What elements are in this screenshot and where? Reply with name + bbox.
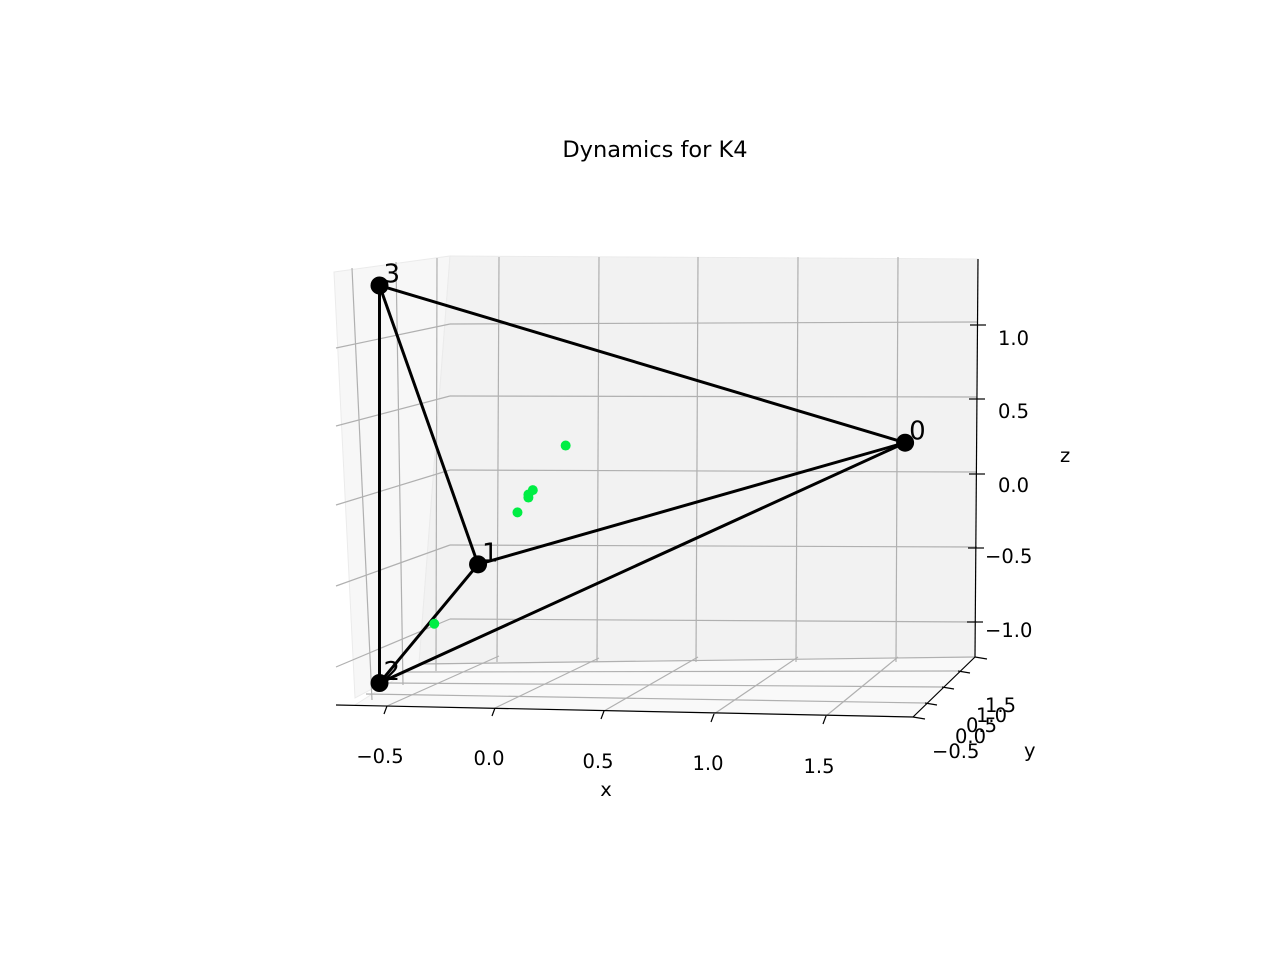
z-gridline xyxy=(449,395,978,398)
gridlines xyxy=(335,256,978,717)
y-tick-label: 0.0 xyxy=(955,725,986,748)
y-tick-label: −0.5 xyxy=(932,740,979,763)
x-gridline-floor xyxy=(386,655,500,707)
y-tick xyxy=(941,686,955,690)
z-gridline xyxy=(449,321,978,325)
z-tick-labels: 1.0 0.5 0.0 −0.5 −1.0 xyxy=(985,327,1032,642)
vertex-label-2: 2 xyxy=(384,657,401,687)
x-tick xyxy=(822,715,827,725)
x-tick-label: 1.5 xyxy=(803,755,834,778)
edge-0-1 xyxy=(477,441,906,566)
y-tick-label: 0.5 xyxy=(966,714,997,737)
y-gridline-floor xyxy=(365,693,926,704)
z-gridline xyxy=(449,544,978,548)
edge-0-2 xyxy=(378,441,906,685)
dynamics-point xyxy=(429,618,440,629)
back-pane xyxy=(418,255,979,665)
x-gridline xyxy=(496,256,500,663)
x-axis-line xyxy=(335,704,914,718)
vertex-label-0: 0 xyxy=(909,417,926,447)
vertex-2 xyxy=(370,674,389,692)
y-axis-label: y xyxy=(1024,739,1036,762)
graph-vertices: 0 1 2 3 xyxy=(370,260,926,692)
edge-1-3 xyxy=(378,285,480,565)
y-gridline-floor xyxy=(403,670,959,673)
z-gridline-left xyxy=(335,469,451,506)
z-axis-label: z xyxy=(1060,444,1070,467)
x-axis-label: x xyxy=(600,778,612,801)
x-tick xyxy=(383,705,388,715)
x-gridline-floor xyxy=(494,657,600,709)
x-gridline xyxy=(795,256,799,663)
x-tick-labels: −0.5 0.0 0.5 1.0 1.5 xyxy=(356,745,834,778)
z-gridline-left xyxy=(335,544,451,587)
z-gridline xyxy=(449,469,978,473)
y-gridline-floor xyxy=(385,682,943,688)
dynamics-point xyxy=(512,507,523,518)
vertex-label-1: 1 xyxy=(482,538,499,568)
x-tick xyxy=(710,713,715,723)
z-gridline xyxy=(449,618,978,623)
y-tick xyxy=(974,656,988,660)
vertex-3 xyxy=(370,276,389,295)
vertex-1 xyxy=(469,555,488,574)
y-gridline-floor xyxy=(419,656,976,665)
y-tick xyxy=(924,702,938,706)
x-gridline xyxy=(695,256,699,663)
x-tick-label: −0.5 xyxy=(356,745,403,768)
y-tick-label: 1.0 xyxy=(976,704,1007,727)
y-gridline-left xyxy=(351,267,373,701)
graph-edges xyxy=(378,284,906,685)
edge-0-3 xyxy=(379,284,906,445)
z-tick-label: −1.0 xyxy=(985,619,1032,642)
y-tick xyxy=(957,670,971,674)
y-tick xyxy=(912,716,926,720)
z-tick-label: 1.0 xyxy=(998,327,1029,350)
chart-title: Dynamics for K4 xyxy=(562,137,747,163)
x-tick-label: 1.0 xyxy=(692,752,723,775)
x-gridline-floor xyxy=(603,656,699,712)
x-tick xyxy=(491,707,496,717)
y-tick-labels: 1.5 1.0 0.5 0.0 −0.5 xyxy=(932,694,1016,763)
axis-ticks xyxy=(383,324,988,725)
x-tick-label: 0.0 xyxy=(473,747,504,770)
y-tick-label: 1.5 xyxy=(985,694,1016,717)
z-tick-label: 0.5 xyxy=(998,400,1029,423)
y-gridline-left xyxy=(435,257,438,672)
vertex-0 xyxy=(896,433,915,452)
dynamics-point xyxy=(523,492,534,503)
vertex-label-3: 3 xyxy=(384,260,401,290)
edge-1-2 xyxy=(378,563,480,684)
z-tick-label: 0.0 xyxy=(998,474,1029,497)
x-gridline xyxy=(895,256,899,663)
dynamics-point xyxy=(560,440,571,451)
dynamics-points xyxy=(429,440,571,629)
axes-panes xyxy=(333,255,979,718)
x-tick-label: 0.5 xyxy=(582,750,613,773)
z-gridline-left xyxy=(335,395,451,427)
x-tick xyxy=(600,710,605,720)
z-tick-label: −0.5 xyxy=(985,545,1032,568)
x-gridline xyxy=(596,256,600,663)
